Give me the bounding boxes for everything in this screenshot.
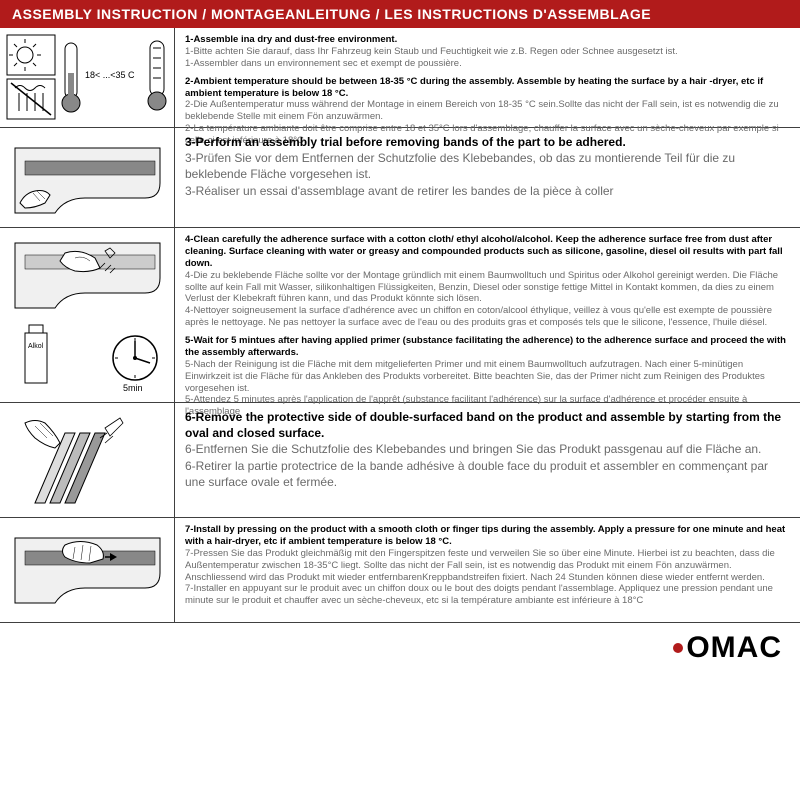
svg-text:Alkol: Alkol [28, 343, 44, 350]
remove-icon [5, 408, 170, 513]
instruction-row-3: Alkol 5min 4-Clean carefully the adheren… [0, 228, 800, 403]
trial-icon [5, 133, 170, 223]
step5-de: 5-Nach der Reinigung ist die Fläche mit … [185, 359, 790, 395]
step7-en: 7-Install by pressing on the product wit… [185, 524, 790, 548]
step4-en: 4-Clean carefully the adherence surface … [185, 234, 790, 270]
press-icon [5, 523, 170, 618]
svg-text:18< ...<35 C: 18< ...<35 C [85, 70, 135, 80]
step5-en: 5-Wait for 5 mintues after having applie… [185, 335, 790, 359]
step3-en: 3-Perform an assembly trial before remov… [185, 134, 790, 150]
logo-dot-icon [673, 643, 683, 653]
header-bar: ASSEMBLY INSTRUCTION / MONTAGEANLEITUNG … [0, 0, 800, 28]
step1-fr: 1-Assembler dans un environnement sec et… [185, 58, 790, 70]
step7-fr: 7-Installer en appuyant sur le produit a… [185, 583, 790, 607]
text-block-3: 4-Clean carefully the adherence surface … [175, 228, 800, 402]
step6-fr: 6-Retirer la partie protectrice de la ba… [185, 458, 790, 490]
instruction-row-1: 18< ...<35 C 1-Assemble ina dry and dust… [0, 28, 800, 128]
step3-fr: 3-Réaliser un essai d'assemblage avant d… [185, 183, 790, 199]
diagram-environment: 18< ...<35 C [0, 28, 175, 127]
step4-fr: 4-Nettoyer soigneusement la surface d'ad… [185, 305, 790, 329]
instruction-row-4: 6-Remove the protective side of double-s… [0, 403, 800, 518]
footer: OMAC [0, 623, 800, 669]
diagram-clean: Alkol 5min [0, 228, 175, 402]
header-title: ASSEMBLY INSTRUCTION / MONTAGEANLEITUNG … [12, 6, 788, 22]
step7-de: 7-Pressen Sie das Produkt gleichmäßig mi… [185, 548, 790, 584]
step6-de: 6-Entfernen Sie die Schutzfolie des Kleb… [185, 441, 790, 457]
step1-de: 1-Bitte achten Sie darauf, dass Ihr Fahr… [185, 46, 790, 58]
text-block-4: 6-Remove the protective side of double-s… [175, 403, 800, 517]
step2-de: 2-Die Außentemperatur muss während der M… [185, 99, 790, 123]
instruction-row-5: 7-Install by pressing on the product wit… [0, 518, 800, 623]
text-block-1: 1-Assemble ina dry and dust-free environ… [175, 28, 800, 127]
text-block-5: 7-Install by pressing on the product wit… [175, 518, 800, 622]
step4-de: 4-Die zu beklebende Fläche sollte vor de… [185, 270, 790, 306]
environment-icon: 18< ...<35 C [5, 33, 170, 123]
step1-en: 1-Assemble ina dry and dust-free environ… [185, 34, 790, 46]
svg-text:5min: 5min [123, 383, 143, 393]
step6-en: 6-Remove the protective side of double-s… [185, 409, 790, 441]
clean-icon: Alkol 5min [5, 233, 170, 398]
diagram-remove [0, 403, 175, 517]
diagram-trial [0, 128, 175, 227]
brand-logo: OMAC [686, 631, 782, 665]
diagram-press [0, 518, 175, 622]
step2-en: 2-Ambient temperature should be between … [185, 76, 790, 100]
step3-de: 3-Prüfen Sie vor dem Entfernen der Schut… [185, 150, 790, 182]
instruction-row-2: 3-Perform an assembly trial before remov… [0, 128, 800, 228]
text-block-2: 3-Perform an assembly trial before remov… [175, 128, 800, 227]
